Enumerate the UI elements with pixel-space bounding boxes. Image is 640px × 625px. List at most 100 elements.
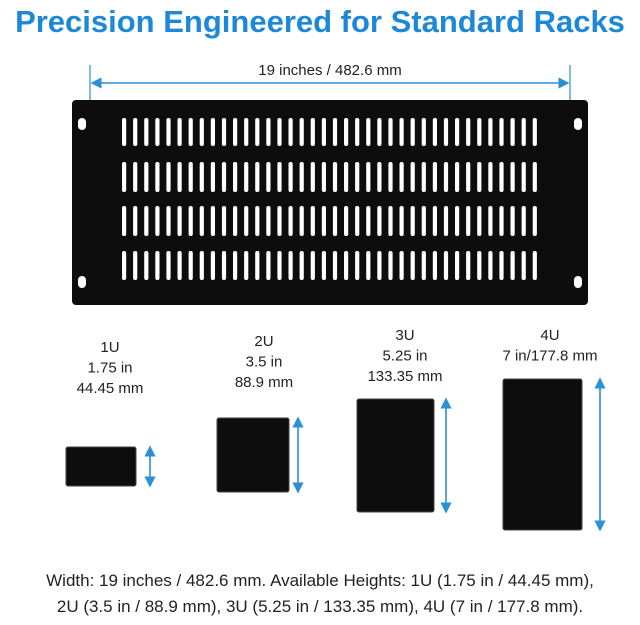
vent-slot [510, 162, 515, 192]
vent-slot [321, 118, 326, 146]
vent-slot [499, 118, 504, 146]
vent-slot [399, 251, 404, 280]
size-labels: 1U 1.75 in 44.45 mm 2U 3.5 in 88.9 mm 3U 5.25 i… [77, 327, 598, 397]
vent-slot [488, 251, 493, 280]
vent-slot [355, 251, 360, 280]
vent-slot [221, 162, 227, 192]
vent-slot [321, 162, 326, 192]
vent-slot [344, 162, 349, 192]
vent-slot [399, 162, 404, 192]
vent-slot [399, 206, 404, 236]
vent-slot [299, 162, 304, 192]
vent-slot [244, 118, 249, 146]
vent-slot [477, 118, 482, 146]
vent-slot [277, 251, 282, 280]
mount-hole [574, 276, 582, 288]
vent-slot [377, 206, 382, 236]
size-label: 7 in/177.8 mm [502, 348, 597, 365]
vent-slot [388, 251, 393, 280]
vent-slot [388, 162, 393, 192]
vent-slot [133, 206, 138, 236]
vent-slot [277, 162, 282, 192]
vent-slot [266, 162, 271, 192]
vent-slot [510, 118, 515, 146]
vent-slot [299, 118, 304, 146]
vent-slot [177, 118, 182, 146]
vent-slot [332, 206, 338, 236]
vent-slot [532, 162, 537, 192]
mount-hole [78, 118, 86, 130]
vent-slot [188, 118, 193, 146]
vent-slot [410, 118, 415, 146]
vent-slot [310, 206, 315, 236]
vent-slot [122, 118, 127, 146]
vent-slot [277, 206, 282, 236]
vent-slot [488, 206, 493, 236]
vent-slot [244, 251, 249, 280]
vent-slot [477, 162, 482, 192]
vent-slot [344, 118, 349, 146]
vent-slot [388, 118, 393, 146]
vent-slot [366, 206, 371, 236]
vent-slot [443, 206, 449, 236]
vent-slot [344, 251, 349, 280]
size-label: 1U [100, 339, 119, 356]
vent-slot [410, 251, 415, 280]
vent-slot [199, 206, 204, 236]
vent-slot [377, 162, 382, 192]
rack-panel [72, 100, 588, 305]
caption-line: Width: 19 inches / 482.6 mm. Available H… [46, 571, 594, 590]
vent-slot [499, 251, 504, 280]
vent-slot [133, 118, 138, 146]
vent-slot [332, 118, 338, 146]
vent-slot [477, 251, 482, 280]
vent-slot [255, 118, 260, 146]
vent-slot [532, 118, 537, 146]
vent-slot [532, 206, 537, 236]
size-label: 3.5 in [246, 354, 283, 371]
size-label: 44.45 mm [77, 380, 144, 397]
vent-slot [155, 206, 160, 236]
vent-slot [421, 162, 426, 192]
vent-slot [455, 162, 460, 192]
vent-slot [255, 206, 260, 236]
vent-slot [377, 251, 382, 280]
vent-slot [366, 162, 371, 192]
vent-slot [521, 206, 526, 236]
vent-slot [321, 251, 326, 280]
vent-slot [455, 118, 460, 146]
vent-slot [188, 162, 193, 192]
vent-slot [199, 251, 204, 280]
size-label: 88.9 mm [235, 374, 293, 391]
vent-slot [288, 206, 293, 236]
vent-slot [233, 206, 238, 236]
vent-slot [288, 162, 293, 192]
vent-slot [122, 251, 127, 280]
vent-slot [332, 251, 338, 280]
vent-slot [277, 118, 282, 146]
size-label: 5.25 in [382, 348, 427, 365]
vent-slot [355, 118, 360, 146]
vent-slot [466, 118, 471, 146]
vent-slot [499, 206, 504, 236]
vent-slot [432, 162, 437, 192]
vent-slot [144, 251, 149, 280]
vent-slot [310, 251, 315, 280]
vent-slot [122, 162, 127, 192]
size-panels [65, 377, 606, 532]
vent-slot [466, 162, 471, 192]
width-label: 19 inches / 482.6 mm [258, 62, 401, 79]
vent-slot [499, 162, 504, 192]
vent-slot [266, 206, 271, 236]
vent-slot [366, 118, 371, 146]
vent-slot [221, 118, 227, 146]
vent-slot [466, 251, 471, 280]
vent-slot [455, 206, 460, 236]
vent-slot [166, 118, 171, 146]
size-label: 133.35 mm [367, 368, 442, 385]
vent-slot [299, 206, 304, 236]
vent-slot [233, 118, 238, 146]
vent-slot [288, 251, 293, 280]
rack-panel-4u [502, 378, 583, 531]
